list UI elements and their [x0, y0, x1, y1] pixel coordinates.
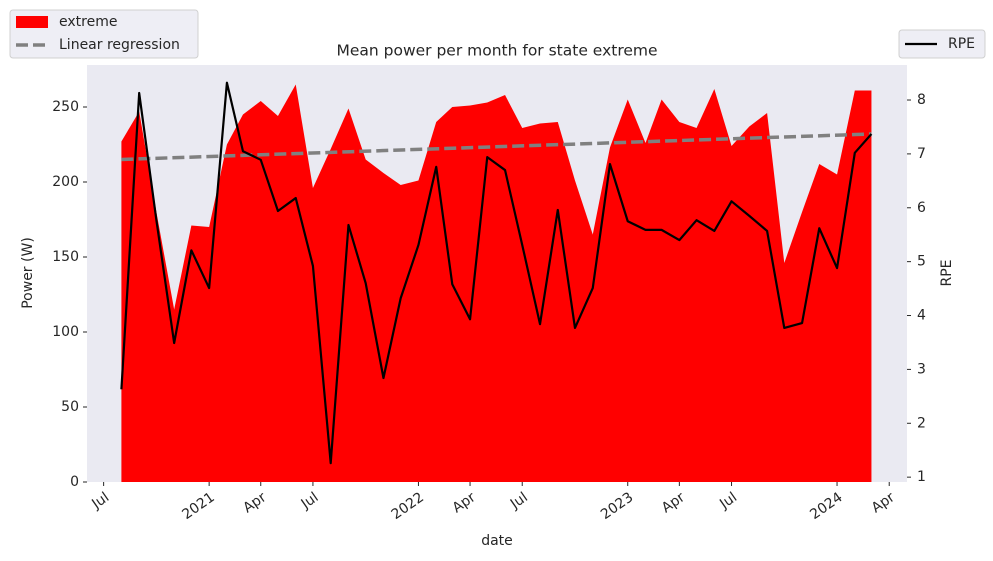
- x-tick-label: Jul: [88, 489, 112, 512]
- legend-label: RPE: [948, 36, 975, 52]
- y2-tick-label: 3: [917, 361, 926, 377]
- x-axis-label: date: [481, 533, 513, 549]
- y-tick-label: 100: [52, 324, 79, 340]
- y2-tick-label: 1: [917, 469, 926, 485]
- legend-box: [9, 9, 199, 59]
- area: [121, 84, 872, 482]
- chart-title: Mean power per month for state extreme: [336, 42, 657, 60]
- y2-tick-label: 8: [917, 92, 926, 108]
- y-tick-label: 50: [61, 399, 79, 415]
- legend-label: extreme: [59, 14, 117, 30]
- line: [121, 132, 872, 162]
- y-tick-label: 150: [52, 249, 79, 265]
- x-tick-label: Jul: [507, 489, 531, 512]
- x-tick-label: Apr: [450, 489, 479, 516]
- x-tick-label: Apr: [869, 489, 898, 516]
- legend-box: [898, 29, 986, 59]
- x-tick-label: 2023: [598, 489, 636, 523]
- y2-tick-label: 2: [917, 415, 926, 431]
- y-tick-label: 0: [70, 474, 79, 490]
- y2-tick-label: 7: [917, 146, 926, 162]
- x-tick-label: 2021: [179, 489, 217, 523]
- legend-swatch: [16, 16, 48, 28]
- x-tick-label: 2024: [807, 489, 845, 523]
- legend-label: Linear regression: [59, 37, 180, 53]
- x-tick-label: Apr: [659, 489, 688, 516]
- y-tick-label: 200: [52, 174, 79, 190]
- plot-layer: [120, 81, 873, 482]
- y2-tick-label: 5: [917, 254, 926, 270]
- y2-axis-label: RPE: [939, 259, 955, 286]
- y-axis-label: Power (W): [20, 237, 36, 309]
- y2-tick-label: 4: [917, 308, 926, 324]
- x-tick-label: Apr: [240, 489, 269, 516]
- y-tick-label: 250: [52, 99, 79, 115]
- y2-tick-label: 6: [917, 200, 926, 216]
- line: [120, 81, 873, 465]
- x-tick-label: Jul: [716, 489, 740, 512]
- x-tick-label: Jul: [298, 489, 322, 512]
- x-tick-label: 2022: [389, 489, 427, 523]
